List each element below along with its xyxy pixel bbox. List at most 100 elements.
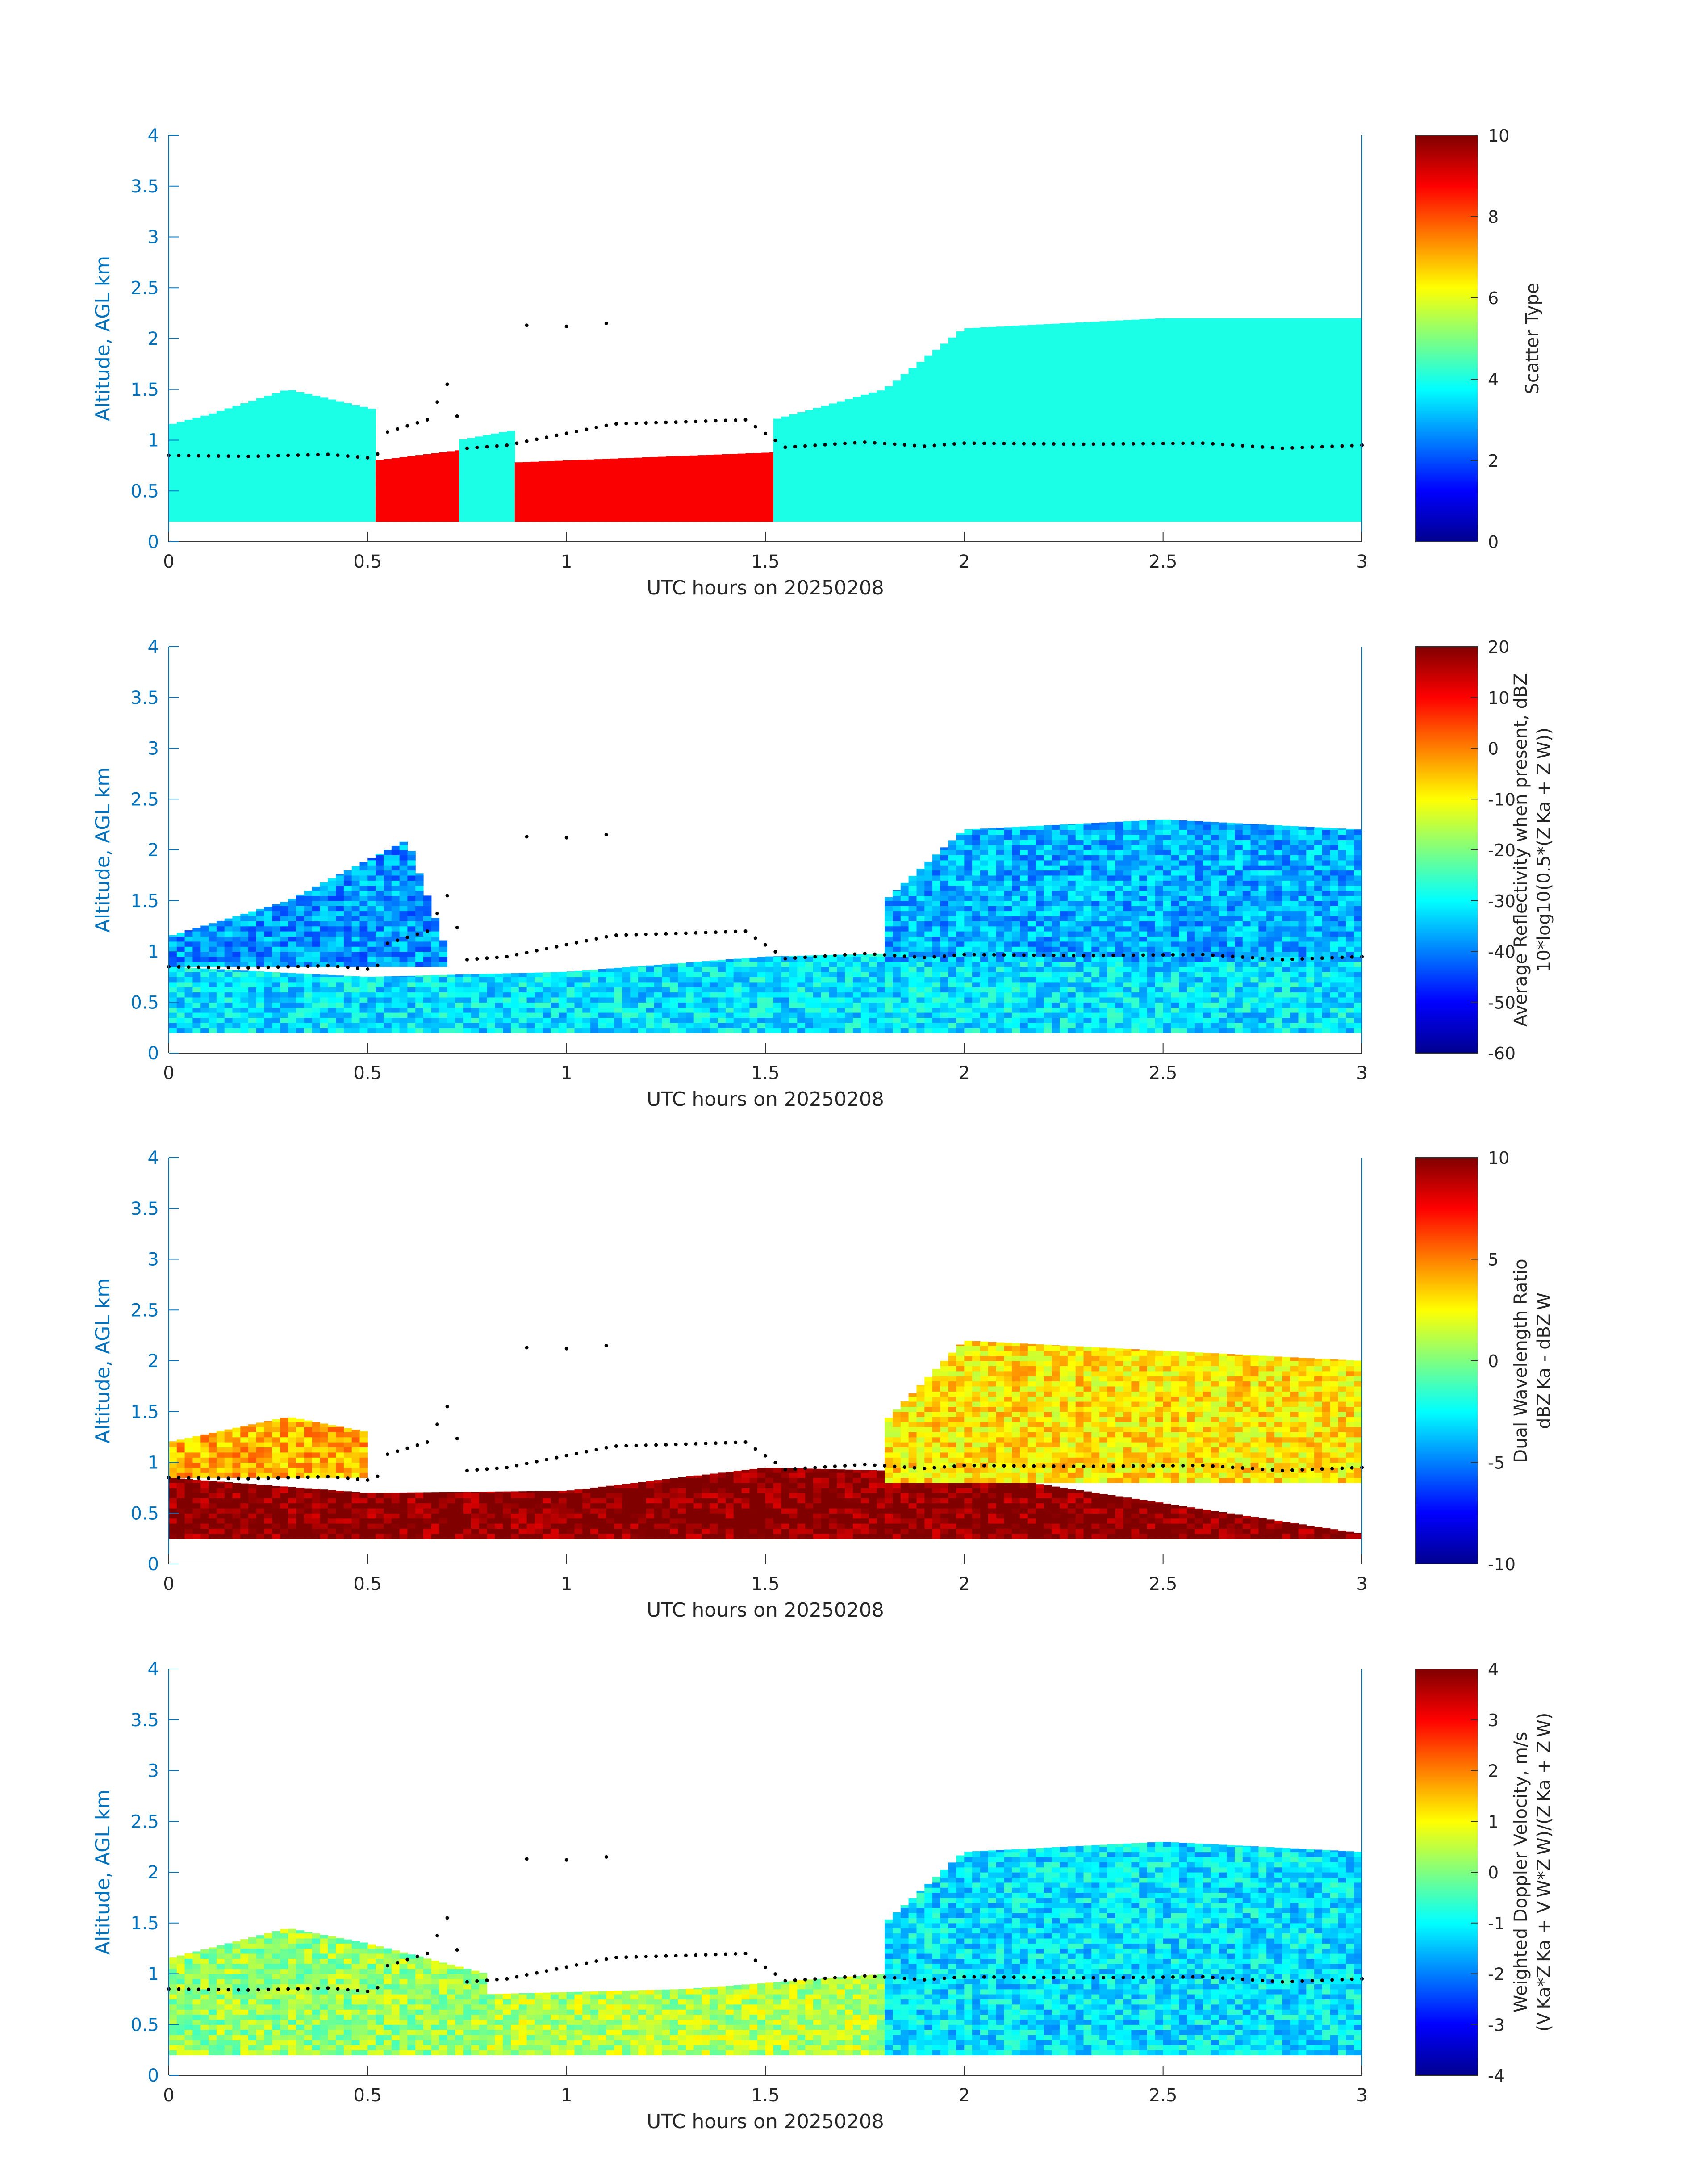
heatmap-cell (877, 465, 885, 471)
heatmap-cell (869, 501, 877, 506)
heatmap-cell (384, 481, 392, 486)
heatmap-cell (753, 496, 761, 502)
heatmap-cell (1091, 359, 1099, 364)
cloud-base-dot (485, 445, 489, 448)
heatmap-cell (240, 435, 248, 440)
heatmap-cell (1346, 354, 1354, 359)
heatmap-cell (280, 486, 288, 491)
heatmap-cell (702, 1023, 710, 1028)
heatmap-cell (523, 471, 531, 476)
heatmap-cell (1123, 364, 1132, 369)
heatmap-cell (885, 400, 893, 405)
heatmap-cell (200, 987, 209, 992)
heatmap-cell (618, 486, 626, 491)
heatmap-cell (606, 1028, 614, 1033)
heatmap-cell (499, 465, 507, 471)
heatmap-cell (1084, 322, 1092, 323)
heatmap-cell (304, 400, 312, 405)
heatmap-cell (1274, 511, 1282, 517)
heatmap-cell (1306, 389, 1314, 395)
heatmap-cell (547, 501, 555, 506)
heatmap-cell (1306, 491, 1314, 496)
heatmap-cell (1044, 496, 1052, 502)
heatmap-cell (1179, 476, 1187, 481)
heatmap-cell (1068, 394, 1076, 400)
heatmap-cell (360, 1028, 368, 1033)
heatmap-cell (1330, 394, 1338, 400)
heatmap-cell (1155, 460, 1163, 466)
heatmap-cell (192, 501, 200, 506)
heatmap-cell (1052, 471, 1060, 476)
heatmap-cell (893, 445, 901, 451)
heatmap-cell (590, 1023, 598, 1028)
heatmap-cell (1211, 501, 1219, 506)
heatmap-cell (1243, 328, 1251, 334)
heatmap-cell (602, 460, 610, 466)
heatmap-cell (738, 501, 746, 506)
heatmap-cell (1068, 491, 1076, 496)
heatmap-cell (1251, 476, 1259, 481)
heatmap-cell (209, 972, 217, 977)
heatmap-cell (1068, 456, 1076, 461)
heatmap-cell (1258, 420, 1266, 425)
heatmap-cell (1131, 374, 1139, 380)
heatmap-cell (1227, 328, 1235, 334)
heatmap-cell (1211, 328, 1219, 334)
heatmap-cell (988, 516, 996, 522)
heatmap-cell (217, 1023, 225, 1028)
heatmap-cell (634, 458, 642, 461)
heatmap-cell (264, 400, 272, 405)
heatmap-cell (479, 982, 487, 987)
heatmap-cell (491, 481, 499, 486)
heatmap-cell (964, 328, 972, 329)
heatmap-cell (471, 1008, 479, 1013)
heatmap-cell (1338, 435, 1346, 440)
heatmap-cell (1171, 384, 1179, 389)
heatmap-cell (1330, 491, 1338, 496)
heatmap-cell (666, 460, 674, 466)
heatmap-cell (670, 977, 678, 982)
heatmap-cell (1020, 465, 1028, 471)
heatmap-cell (1346, 425, 1354, 430)
heatmap-cell (248, 420, 256, 425)
heatmap-cell (264, 420, 272, 425)
heatmap-cell (753, 476, 761, 481)
heatmap-cell (932, 364, 940, 369)
heatmap-cell (1195, 430, 1203, 435)
heatmap-cell (1314, 476, 1322, 481)
heatmap-cell (1076, 481, 1084, 486)
heatmap-cell (1314, 496, 1322, 502)
heatmap-cell (431, 506, 439, 511)
heatmap-cell (1123, 379, 1132, 385)
heatmap-cell (996, 445, 1004, 451)
heatmap-cell (1243, 369, 1251, 374)
heatmap-cell (1012, 516, 1020, 522)
heatmap-cell (376, 496, 384, 502)
heatmap-cell (1219, 425, 1227, 430)
heatmap-cell (972, 354, 980, 359)
heatmap-cell (225, 410, 233, 415)
cloud-base-dot (714, 419, 718, 422)
heatmap-cell (272, 460, 280, 466)
heatmap-cell (805, 420, 813, 425)
heatmap-cell (1282, 486, 1290, 491)
heatmap-cell (861, 481, 869, 486)
heatmap-cell (256, 405, 264, 410)
heatmap-cell (1338, 400, 1346, 405)
heatmap-cell (654, 1028, 662, 1033)
heatmap-cell (296, 974, 304, 977)
heatmap-cell (1028, 476, 1036, 481)
heatmap-cell (730, 476, 738, 481)
heatmap-cell (924, 394, 932, 400)
heatmap-cell (384, 460, 392, 466)
heatmap-cell (1274, 415, 1282, 420)
heatmap-cell (1274, 486, 1282, 491)
heatmap-cell (475, 506, 483, 511)
heatmap-cell (1211, 364, 1219, 369)
heatmap-cell (264, 511, 272, 517)
heatmap-cell (1354, 364, 1362, 369)
heatmap-cell (702, 997, 710, 1003)
heatmap-cell (877, 405, 885, 410)
heatmap-cell (1076, 516, 1084, 522)
heatmap-cell (1076, 374, 1084, 380)
